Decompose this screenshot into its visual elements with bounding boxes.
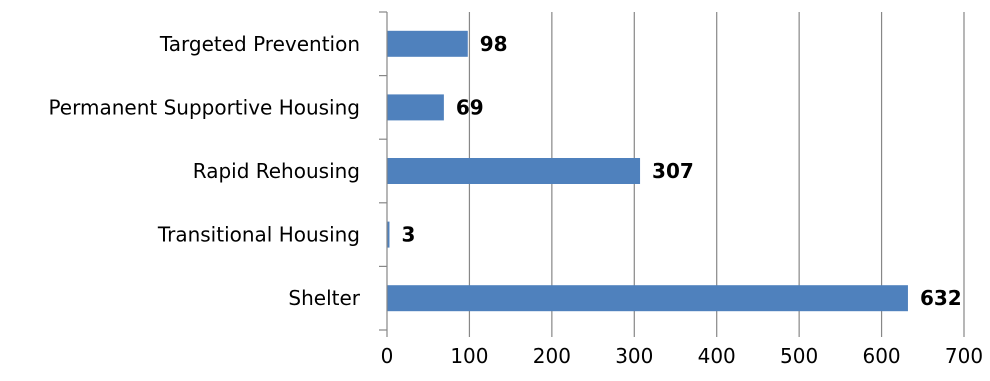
- category-label: Shelter: [288, 286, 360, 310]
- category-label: Permanent Supportive Housing: [48, 95, 360, 119]
- data-label: 98: [480, 32, 508, 56]
- x-tick-label: 400: [698, 344, 736, 368]
- x-tick-labels: 0 100 200 300 400 500 600 700: [381, 344, 983, 368]
- data-labels: 98 69 307 3 632: [401, 32, 961, 310]
- x-tick-label: 100: [450, 344, 488, 368]
- bar-shelter: [387, 285, 908, 312]
- data-label: 307: [652, 159, 694, 183]
- category-label: Targeted Prevention: [159, 32, 360, 56]
- bar-permanent-supportive-housing: [387, 94, 444, 121]
- x-tick-label: 300: [615, 344, 653, 368]
- x-tick-label: 0: [381, 344, 394, 368]
- data-label: 3: [401, 223, 415, 247]
- x-tick-label: 500: [780, 344, 818, 368]
- x-tick-label: 600: [862, 344, 900, 368]
- data-label: 69: [456, 95, 484, 119]
- axes: [379, 11, 965, 337]
- data-label: 632: [920, 286, 962, 310]
- category-label: Transitional Housing: [157, 223, 360, 247]
- bar-targeted-prevention: [387, 30, 468, 57]
- bars: [387, 30, 908, 312]
- category-labels: Targeted Prevention Permanent Supportive …: [48, 32, 360, 310]
- x-tick-label: 700: [945, 344, 983, 368]
- bar-rapid-rehousing: [387, 158, 641, 184]
- category-label: Rapid Rehousing: [193, 159, 360, 183]
- bar-transitional-housing: [387, 221, 390, 248]
- x-tick-label: 200: [533, 344, 571, 368]
